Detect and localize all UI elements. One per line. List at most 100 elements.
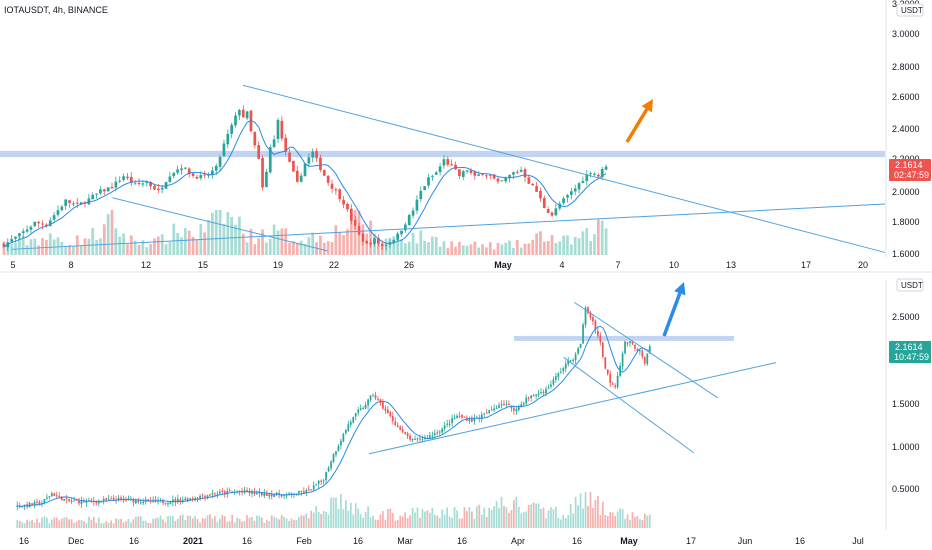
volume-bar	[461, 245, 465, 255]
volume-bar	[102, 224, 106, 255]
volume-bar	[172, 515, 174, 528]
volume-bar	[265, 519, 268, 528]
candle-body	[404, 224, 407, 231]
candle-body	[211, 170, 214, 175]
trendline[interactable]	[574, 301, 719, 399]
candle-body	[495, 407, 498, 409]
top-chart-panel[interactable]: IOTAUSDT, 4h, BINANCE 3.20003.00002.8000…	[0, 0, 931, 270]
volume-bar	[184, 520, 187, 528]
volume-bar	[214, 516, 216, 528]
volume-bar	[278, 519, 281, 528]
volume-bar	[258, 515, 261, 528]
volume-bar	[592, 508, 594, 528]
time-tick-label: 16	[457, 536, 467, 546]
volume-bar	[137, 516, 140, 528]
volume-bar	[214, 210, 218, 255]
volume-bar	[233, 522, 236, 528]
candle-body	[648, 346, 651, 354]
candle-body	[68, 499, 70, 501]
candle-body	[265, 171, 268, 187]
bottom-chart-panel[interactable]: 2.5000 1.5000 1.0000 0.5000 USDT 2.161410:47:…	[16, 278, 931, 546]
trendline[interactable]	[11, 203, 886, 250]
volume-bar	[421, 509, 424, 528]
volume-bar	[187, 230, 191, 255]
volume-bar	[122, 233, 125, 255]
volume-bar	[481, 244, 484, 255]
candle-body	[373, 238, 376, 244]
price-tick-label: 3.0000	[892, 29, 920, 39]
bottom-resistance-zone	[514, 335, 734, 341]
time-tick-label: 2021	[183, 536, 203, 546]
volume-bar	[293, 520, 295, 528]
volume-bar	[97, 517, 100, 528]
candle-body	[508, 403, 510, 406]
candle-body	[207, 174, 210, 176]
top-price-axis[interactable]: 3.20003.00002.80002.60002.40002.20002.00…	[885, 0, 931, 259]
bottom-trendlines	[368, 301, 777, 455]
volume-bar	[312, 512, 315, 528]
volume-bar	[126, 244, 129, 255]
volume-bar	[176, 232, 179, 255]
trendline[interactable]	[368, 362, 777, 455]
volume-bar	[354, 503, 357, 528]
candle-body	[110, 498, 112, 500]
candle-body	[542, 197, 546, 209]
candle-body	[298, 491, 300, 494]
candle-body	[160, 187, 164, 190]
volume-bar	[196, 518, 199, 528]
candle-body	[562, 367, 565, 372]
volume-bar	[172, 223, 176, 255]
volume-bar	[273, 516, 276, 528]
bottom-price-axis[interactable]: 2.5000 1.5000 1.0000 0.5000 USDT 2.161410:47:…	[885, 278, 931, 530]
currency-unit-box[interactable]	[896, 278, 924, 292]
volume-bar	[629, 519, 631, 528]
price-tick-label: 2.0000	[892, 187, 920, 197]
volume-bar	[280, 514, 283, 528]
candle-body	[105, 498, 108, 500]
volume-bar	[434, 236, 438, 255]
volume-bar	[80, 519, 83, 528]
candle-body	[137, 182, 141, 184]
candle-body	[79, 202, 83, 205]
candle-body	[25, 229, 29, 232]
time-tick-label: 16	[795, 536, 805, 546]
volume-bar	[248, 517, 251, 528]
candle-body	[636, 349, 639, 351]
candle-body	[542, 391, 545, 394]
volume-bar	[36, 518, 38, 528]
volume-bar	[319, 235, 322, 255]
volume-bar	[532, 502, 535, 528]
candle-body	[587, 307, 589, 314]
candle-body	[577, 183, 581, 190]
trendline[interactable]	[563, 357, 695, 454]
candle-body	[56, 210, 60, 215]
candle-body	[184, 498, 187, 501]
volume-bar	[585, 228, 589, 255]
top-time-axis[interactable]: 5 8 12 15 19 22 26 May 4 7 10 13 17 20	[10, 260, 868, 270]
volume-bar	[226, 211, 230, 255]
time-tick-label: 8	[68, 260, 73, 270]
volume-bar	[581, 231, 585, 255]
volume-bar	[268, 238, 272, 255]
trendline[interactable]	[112, 197, 328, 252]
candle-body	[342, 433, 345, 442]
currency-unit-box[interactable]	[896, 3, 924, 17]
price-tick-label: 1.8000	[892, 217, 920, 227]
volume-bar	[283, 516, 285, 528]
candle-body	[118, 180, 122, 182]
volume-bar	[369, 517, 372, 528]
candle-body	[80, 500, 83, 505]
candle-body	[134, 500, 137, 504]
candle-body	[582, 324, 584, 344]
candle-body	[187, 168, 191, 175]
volume-bar	[522, 512, 525, 528]
volume-bar	[180, 237, 183, 255]
candle-body	[456, 415, 458, 418]
time-tick-label: Jun	[738, 536, 753, 546]
bottom-time-axis[interactable]: 16 Dec 16 2021 16 Feb 16 Mar 16 Apr 16 May 17 Jun 16 Ju…	[19, 536, 864, 546]
volume-bar	[569, 244, 573, 255]
trendline[interactable]	[242, 84, 886, 253]
volume-bar	[284, 228, 288, 255]
candle-body	[91, 194, 95, 200]
